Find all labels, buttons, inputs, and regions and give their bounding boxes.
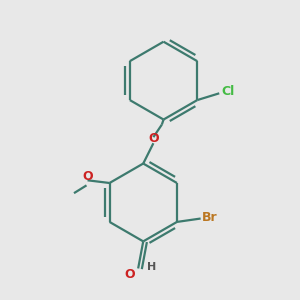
Text: O: O	[82, 170, 93, 183]
Text: H: H	[147, 262, 156, 272]
Text: O: O	[148, 132, 159, 145]
Text: Br: Br	[202, 211, 218, 224]
Text: Cl: Cl	[221, 85, 234, 98]
Text: O: O	[124, 268, 135, 281]
